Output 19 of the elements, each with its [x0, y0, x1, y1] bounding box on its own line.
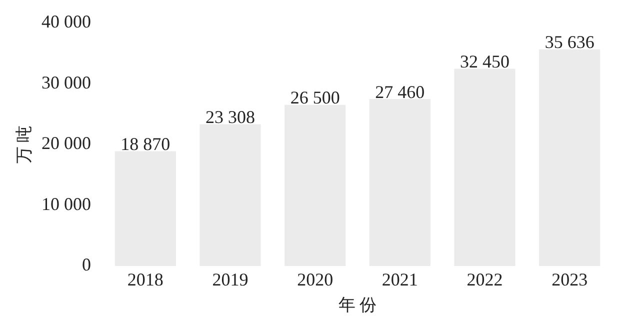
data-label: 18 870 — [120, 134, 170, 154]
data-label: 32 450 — [460, 51, 510, 72]
data-label: 27 460 — [375, 82, 425, 102]
y-tick-label: 40 000 — [42, 12, 91, 32]
x-tick-label: 2022 — [466, 270, 503, 290]
data-label: 26 500 — [290, 88, 340, 108]
y-tick-label: 30 000 — [42, 72, 91, 92]
y-tick-label: 20 000 — [42, 133, 91, 154]
x-axis-title: 年 份 — [338, 295, 377, 314]
x-tick-label: 2019 — [212, 270, 248, 290]
y-tick-label: 0 — [82, 254, 91, 275]
data-label: 23 308 — [206, 107, 255, 128]
data-label: 35 636 — [544, 32, 594, 52]
x-tick-label: 2023 — [552, 270, 588, 290]
x-tick-label: 2020 — [297, 270, 334, 290]
x-tick-label: 2018 — [127, 270, 164, 290]
y-axis-title: 万 吨 — [14, 125, 34, 164]
y-tick-label: 10 000 — [42, 194, 91, 214]
x-tick-label: 2021 — [382, 270, 418, 290]
